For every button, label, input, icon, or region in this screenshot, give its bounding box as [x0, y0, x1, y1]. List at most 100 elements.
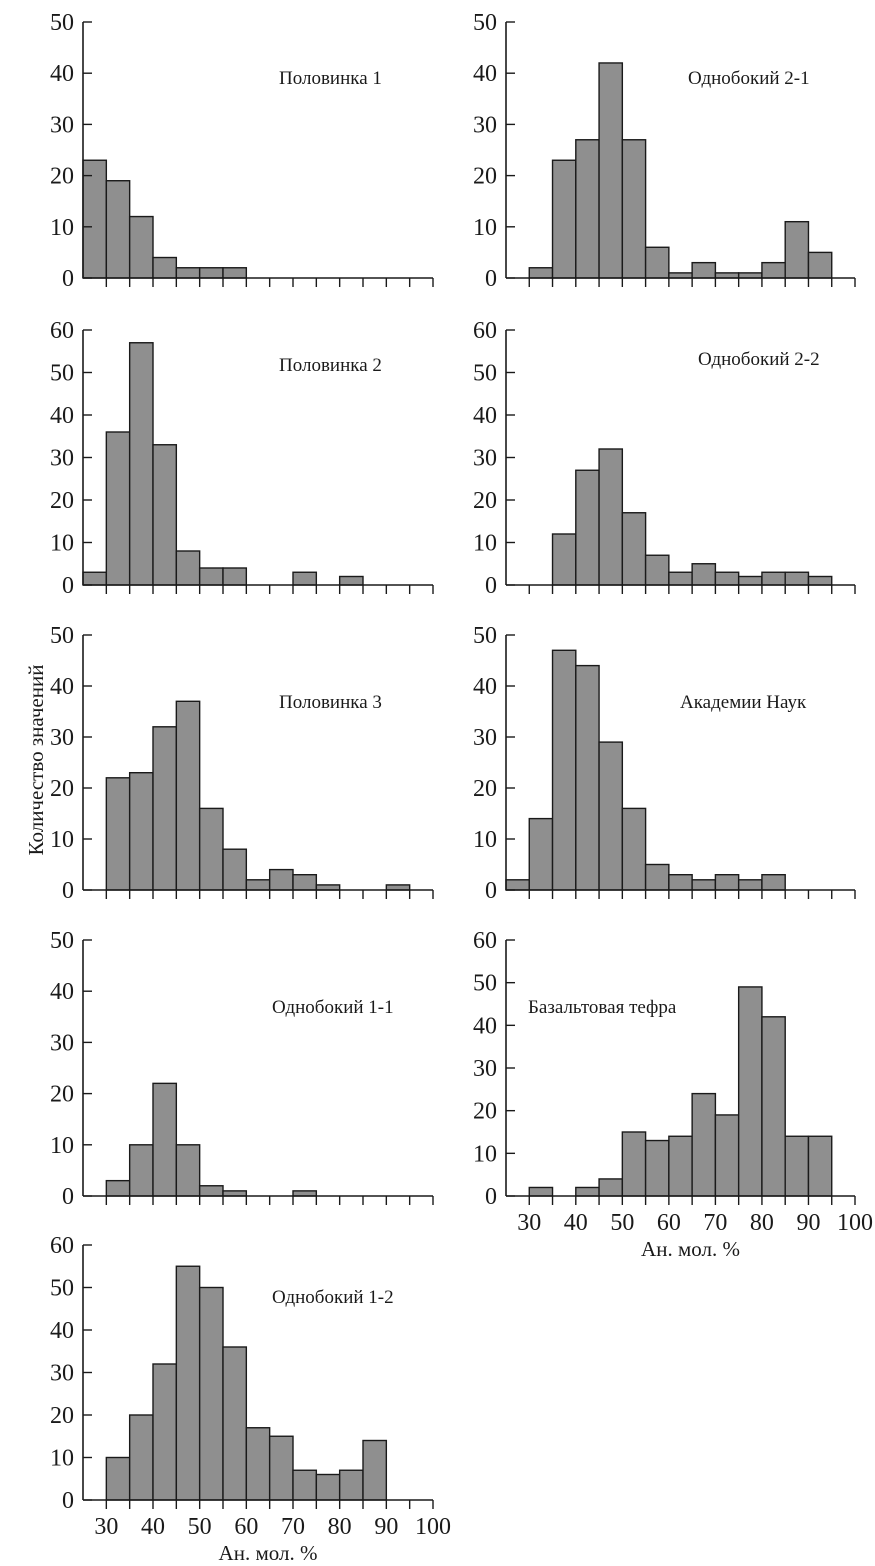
- y-tick-label: 30: [473, 112, 497, 138]
- panel-title: Однобокий 1-2: [272, 1287, 394, 1308]
- histogram-bar: [152, 1363, 178, 1501]
- histogram-bar: [691, 1092, 717, 1197]
- histogram-bar: [737, 879, 763, 891]
- y-tick-label: 50: [50, 1276, 74, 1302]
- histogram-bar: [528, 267, 554, 279]
- panel-title: Однобокий 2-2: [698, 349, 820, 370]
- histogram-bar: [621, 512, 647, 586]
- histogram-bar: [575, 664, 600, 891]
- histogram-bar: [175, 700, 201, 891]
- y-tick-label: 30: [50, 725, 74, 751]
- histogram-bar: [105, 777, 131, 891]
- x-tick-label: 60: [657, 1210, 681, 1236]
- histogram-bar: [362, 1439, 388, 1501]
- x-tick-label: 40: [564, 1210, 588, 1236]
- histogram-bar: [315, 1473, 341, 1501]
- y-tick-label: 40: [50, 979, 74, 1005]
- x-tick-label: 100: [415, 1514, 451, 1540]
- x-tick-label: 60: [234, 1514, 258, 1540]
- histogram-bar: [691, 879, 717, 891]
- histogram-bar: [128, 1414, 154, 1501]
- y-tick-label: 40: [473, 1013, 497, 1039]
- histogram-bar: [551, 533, 577, 586]
- x-axis-title: Ан. мол. %: [641, 1237, 740, 1261]
- histogram-bar: [784, 220, 810, 279]
- histogram-bar: [268, 1435, 294, 1501]
- histogram-bar: [691, 563, 717, 586]
- histogram-bar: [761, 1016, 786, 1197]
- histogram-panel: 0 10 20 30 40 50 Половинка 3: [50, 623, 434, 904]
- histogram-bar: [598, 448, 624, 586]
- histogram-bar: [105, 431, 131, 586]
- y-tick-label: 50: [50, 928, 74, 954]
- panel-title: Академии Наук: [680, 692, 807, 713]
- histogram-bar: [198, 1185, 224, 1197]
- histogram-bar: [644, 554, 670, 586]
- y-tick-label: 50: [473, 361, 497, 387]
- y-tick-label: 20: [473, 164, 497, 190]
- panel-title: Половинка 2: [279, 355, 382, 376]
- histogram-bar: [128, 1144, 154, 1197]
- y-tick-label: 40: [50, 1318, 74, 1344]
- x-tick-label: 80: [328, 1514, 352, 1540]
- x-tick-label: 90: [796, 1210, 820, 1236]
- y-tick-label: 20: [473, 776, 497, 802]
- histogram-bar: [621, 1131, 647, 1197]
- histogram-bar: [784, 1135, 810, 1197]
- histogram-bar: [268, 868, 294, 891]
- y-tick-label: 50: [473, 623, 497, 649]
- y-tick-label: 40: [473, 674, 497, 700]
- y-axis-title: Количество значений: [24, 665, 48, 856]
- y-tick-label: 0: [485, 573, 497, 599]
- y-tick-label: 40: [473, 61, 497, 87]
- x-tick-label: 80: [750, 1210, 774, 1236]
- histogram-bar: [598, 741, 624, 891]
- histogram-bar: [82, 159, 108, 279]
- histogram-bar: [668, 874, 693, 891]
- y-tick-label: 30: [473, 446, 497, 472]
- panel-title: Однобокий 1-1: [272, 997, 394, 1018]
- y-tick-label: 10: [50, 215, 74, 241]
- y-tick-label: 30: [50, 112, 74, 138]
- y-tick-label: 0: [62, 878, 74, 904]
- histogram-panel: 0 10 20 30 40 50 Однобокий 1-1: [50, 928, 434, 1210]
- histogram-bar: [338, 575, 364, 586]
- histogram-bar: [128, 772, 154, 891]
- histogram-bar: [292, 571, 318, 586]
- y-tick-label: 20: [50, 776, 74, 802]
- y-tick-label: 40: [50, 674, 74, 700]
- histogram-bar: [175, 1265, 201, 1501]
- y-tick-label: 50: [50, 10, 74, 36]
- x-tick-label: 50: [610, 1210, 634, 1236]
- histogram-panels: 0 10 20 30 40 50 Половинка 1 0 10 20 30 40 50 60 Полов…: [50, 10, 873, 1565]
- histogram-bar: [714, 571, 740, 586]
- y-tick-label: 50: [473, 971, 497, 997]
- histogram-bar: [551, 649, 577, 891]
- y-tick-label: 30: [473, 725, 497, 751]
- y-tick-label: 60: [50, 1233, 74, 1259]
- x-tick-label: 70: [703, 1210, 727, 1236]
- histogram-bar: [105, 180, 131, 279]
- histogram-bar: [575, 1186, 600, 1197]
- y-tick-label: 0: [62, 573, 74, 599]
- y-tick-label: 10: [50, 827, 74, 853]
- histogram-bar: [152, 256, 178, 279]
- histogram-bar: [644, 1139, 670, 1197]
- histogram-bar: [784, 571, 810, 586]
- histogram-bar: [175, 1144, 201, 1197]
- histogram-bar: [198, 1286, 224, 1501]
- y-tick-label: 40: [50, 403, 74, 429]
- y-tick-label: 50: [50, 361, 74, 387]
- histogram-bar: [245, 879, 271, 891]
- histogram-bar: [128, 342, 154, 586]
- histogram-bar: [175, 267, 201, 279]
- histogram-bar: [807, 251, 833, 279]
- y-tick-label: 0: [485, 266, 497, 292]
- histogram-bar: [222, 848, 248, 891]
- histogram-bar: [222, 1346, 248, 1501]
- histogram-bar: [198, 267, 224, 279]
- y-tick-label: 20: [50, 1082, 74, 1108]
- histogram-panel: 0 10 20 30 40 50 Однобокий 2-1: [473, 10, 856, 292]
- y-tick-label: 20: [473, 1099, 497, 1125]
